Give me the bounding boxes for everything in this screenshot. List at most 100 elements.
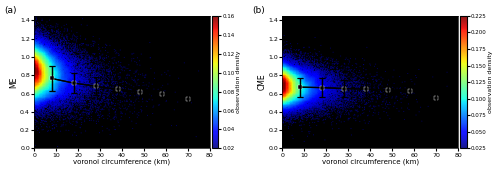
Point — [279, 79, 287, 81]
Point — [292, 78, 300, 81]
Point — [282, 96, 290, 98]
Point — [280, 74, 288, 76]
Point — [47, 65, 55, 68]
Point — [59, 89, 67, 92]
Point — [284, 102, 292, 104]
Point — [39, 72, 47, 75]
Point — [46, 62, 54, 65]
Point — [308, 95, 316, 97]
Point — [37, 63, 45, 66]
Point — [292, 79, 300, 82]
Point — [69, 56, 77, 59]
Point — [50, 71, 58, 74]
Point — [42, 41, 50, 43]
Point — [35, 76, 43, 78]
Point — [112, 74, 120, 76]
Point — [320, 71, 328, 74]
Point — [44, 68, 52, 70]
Point — [338, 93, 346, 96]
Point — [294, 77, 302, 80]
Point — [304, 63, 312, 66]
Point — [32, 59, 40, 61]
Point — [362, 93, 370, 96]
Point — [56, 62, 64, 65]
Point — [34, 86, 42, 89]
Point — [56, 62, 64, 64]
Point — [51, 90, 59, 93]
Point — [45, 49, 53, 52]
Point — [280, 78, 288, 81]
Point — [33, 75, 41, 78]
Point — [46, 75, 54, 78]
Point — [96, 52, 104, 55]
Point — [312, 79, 320, 81]
Point — [311, 81, 319, 84]
Point — [292, 99, 300, 102]
Point — [280, 76, 288, 78]
Point — [316, 96, 324, 98]
Point — [36, 93, 44, 96]
Point — [280, 75, 288, 77]
Point — [37, 53, 45, 56]
Point — [286, 66, 294, 69]
Point — [310, 107, 318, 110]
Point — [293, 91, 301, 94]
Point — [306, 78, 314, 81]
Point — [288, 116, 296, 119]
Point — [35, 52, 43, 55]
Point — [41, 77, 49, 80]
Point — [290, 88, 298, 91]
Point — [64, 88, 72, 91]
Point — [40, 90, 48, 93]
Point — [52, 74, 60, 77]
Point — [284, 90, 292, 93]
Point — [44, 55, 52, 58]
Point — [284, 85, 292, 88]
Point — [54, 62, 62, 64]
Point — [299, 96, 307, 98]
Point — [84, 89, 92, 92]
Point — [287, 77, 295, 80]
Point — [298, 108, 306, 111]
Point — [78, 65, 86, 68]
Point — [292, 93, 300, 96]
Point — [35, 69, 43, 72]
Point — [36, 68, 44, 71]
Point — [287, 95, 295, 98]
Point — [31, 61, 39, 64]
Point — [71, 75, 79, 78]
Point — [46, 72, 54, 75]
Point — [34, 70, 42, 73]
Point — [40, 86, 48, 89]
Point — [278, 77, 286, 80]
Point — [360, 111, 368, 114]
Point — [31, 65, 39, 68]
Point — [298, 83, 306, 86]
Point — [286, 94, 294, 96]
Point — [296, 55, 304, 58]
Point — [30, 55, 38, 58]
Point — [282, 102, 290, 105]
Point — [286, 66, 294, 69]
Point — [294, 87, 302, 90]
Point — [61, 68, 69, 71]
Point — [38, 65, 46, 68]
Point — [280, 78, 287, 81]
Point — [339, 94, 347, 97]
Point — [293, 75, 301, 78]
Point — [300, 102, 308, 105]
Point — [293, 100, 301, 102]
Point — [280, 90, 288, 93]
Point — [284, 79, 292, 82]
Point — [287, 72, 295, 75]
Point — [52, 78, 60, 81]
Point — [38, 78, 46, 81]
Point — [335, 85, 343, 88]
Point — [279, 72, 287, 75]
Point — [294, 98, 302, 101]
Point — [66, 111, 74, 113]
Point — [279, 82, 287, 85]
Point — [280, 68, 287, 70]
Point — [33, 68, 41, 71]
Point — [66, 42, 74, 45]
